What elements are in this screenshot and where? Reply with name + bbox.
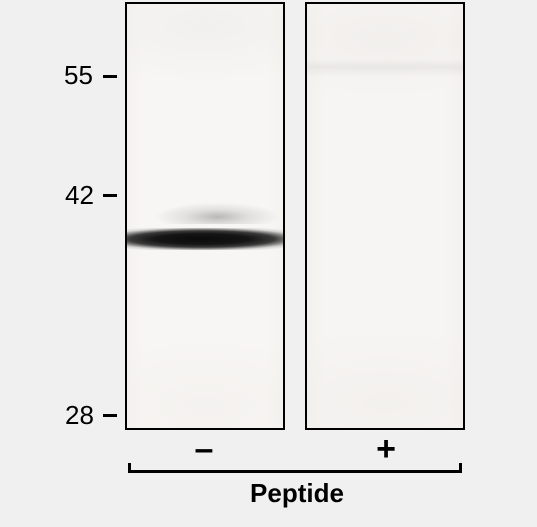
condition-plus: + [372,430,400,469]
xaxis-label-peptide: Peptide [247,478,347,509]
condition-minus: – [190,430,218,469]
mw-tick-55 [103,75,117,78]
band-faint-55 [307,59,463,77]
mw-marker-55: 55 [64,60,93,91]
mw-marker-42: 42 [65,180,94,211]
western-blot-figure: 55 42 28 – + Peptide [0,0,537,527]
mw-marker-28: 28 [65,400,94,431]
bracket-right-stub [459,463,462,473]
band-faint-smear [127,200,283,224]
lane-peptide-minus [125,2,285,430]
mw-tick-28 [103,414,117,417]
mw-tick-42 [103,194,117,197]
band-main [127,228,283,250]
bracket-line [128,470,462,473]
lane-peptide-plus [305,2,465,430]
